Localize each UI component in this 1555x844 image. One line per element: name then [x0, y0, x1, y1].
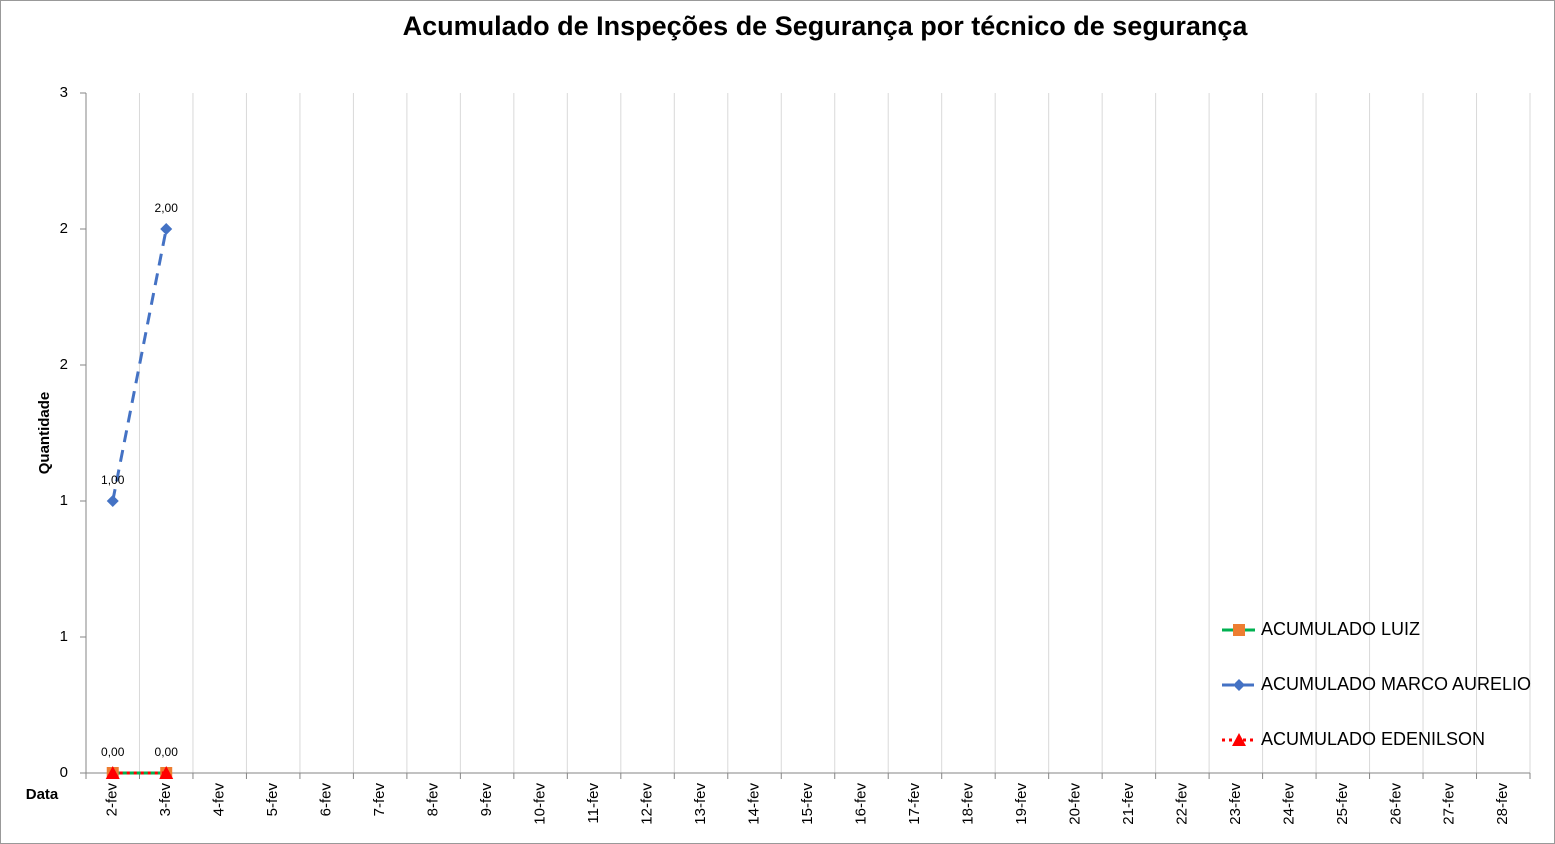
- x-tick-label: 16-fev: [852, 783, 869, 825]
- x-tick-label: 28-fev: [1494, 783, 1511, 825]
- x-tick-label: 24-fev: [1280, 783, 1297, 825]
- x-tick-label: 9-fev: [478, 783, 495, 817]
- y-tick-label: 0: [60, 764, 68, 781]
- x-tick-label: 27-fev: [1441, 783, 1458, 825]
- data-label: 0,00: [155, 745, 179, 759]
- x-tick-label: 20-fev: [1066, 783, 1083, 825]
- series-line: [111, 228, 168, 502]
- y-axis-label: Quantidade: [36, 392, 53, 475]
- x-tick-label: 22-fev: [1173, 783, 1190, 825]
- x-tick-label: 19-fev: [1013, 783, 1030, 825]
- legend-label: ACUMULADO MARCO AURELIO: [1261, 674, 1531, 694]
- x-axis-label: Data: [26, 786, 59, 803]
- x-tick-label: 2-fev: [104, 783, 121, 817]
- marker: [105, 766, 120, 779]
- x-tick-label: 15-fev: [799, 783, 816, 825]
- x-tick-label: 11-fev: [585, 783, 602, 824]
- x-tick-label: 7-fev: [371, 783, 388, 817]
- data-label: 1,00: [101, 473, 125, 487]
- x-tick-label: 23-fev: [1227, 783, 1244, 825]
- x-tick-label: 13-fev: [692, 783, 709, 825]
- y-tick-label: 1: [60, 628, 68, 645]
- y-tick-label: 3: [60, 84, 68, 101]
- x-tick-label: 12-fev: [639, 783, 656, 825]
- x-tick-label: 8-fev: [425, 783, 442, 817]
- x-tick-label: 3-fev: [157, 783, 174, 817]
- y-tick-label: 2: [60, 356, 68, 373]
- x-tick-label: 14-fev: [745, 783, 762, 825]
- x-tick-label: 26-fev: [1387, 783, 1404, 825]
- x-tick-label: 17-fev: [906, 783, 923, 825]
- legend-marker: [1233, 679, 1245, 691]
- x-tick-label: 5-fev: [264, 783, 281, 817]
- data-label: 0,00: [101, 745, 125, 759]
- y-tick-label: 1: [60, 492, 68, 509]
- marker: [160, 223, 173, 235]
- marker: [159, 766, 174, 779]
- x-tick-label: 18-fev: [959, 783, 976, 825]
- marker: [106, 495, 119, 507]
- legend-marker: [1233, 624, 1245, 636]
- chart-title: Acumulado de Inspeções de Segurança por …: [403, 11, 1249, 41]
- data-label: 2,00: [155, 201, 179, 215]
- x-tick-label: 6-fev: [318, 783, 335, 817]
- x-tick-label: 10-fev: [532, 783, 549, 825]
- y-tick-label: 2: [60, 220, 68, 237]
- x-tick-label: 4-fev: [211, 783, 228, 817]
- legend-marker: [1232, 733, 1246, 746]
- x-tick-label: 21-fev: [1120, 783, 1137, 825]
- legend-label: ACUMULADO EDENILSON: [1261, 729, 1485, 749]
- x-tick-label: 25-fev: [1334, 783, 1351, 825]
- legend-label: ACUMULADO LUIZ: [1261, 619, 1420, 639]
